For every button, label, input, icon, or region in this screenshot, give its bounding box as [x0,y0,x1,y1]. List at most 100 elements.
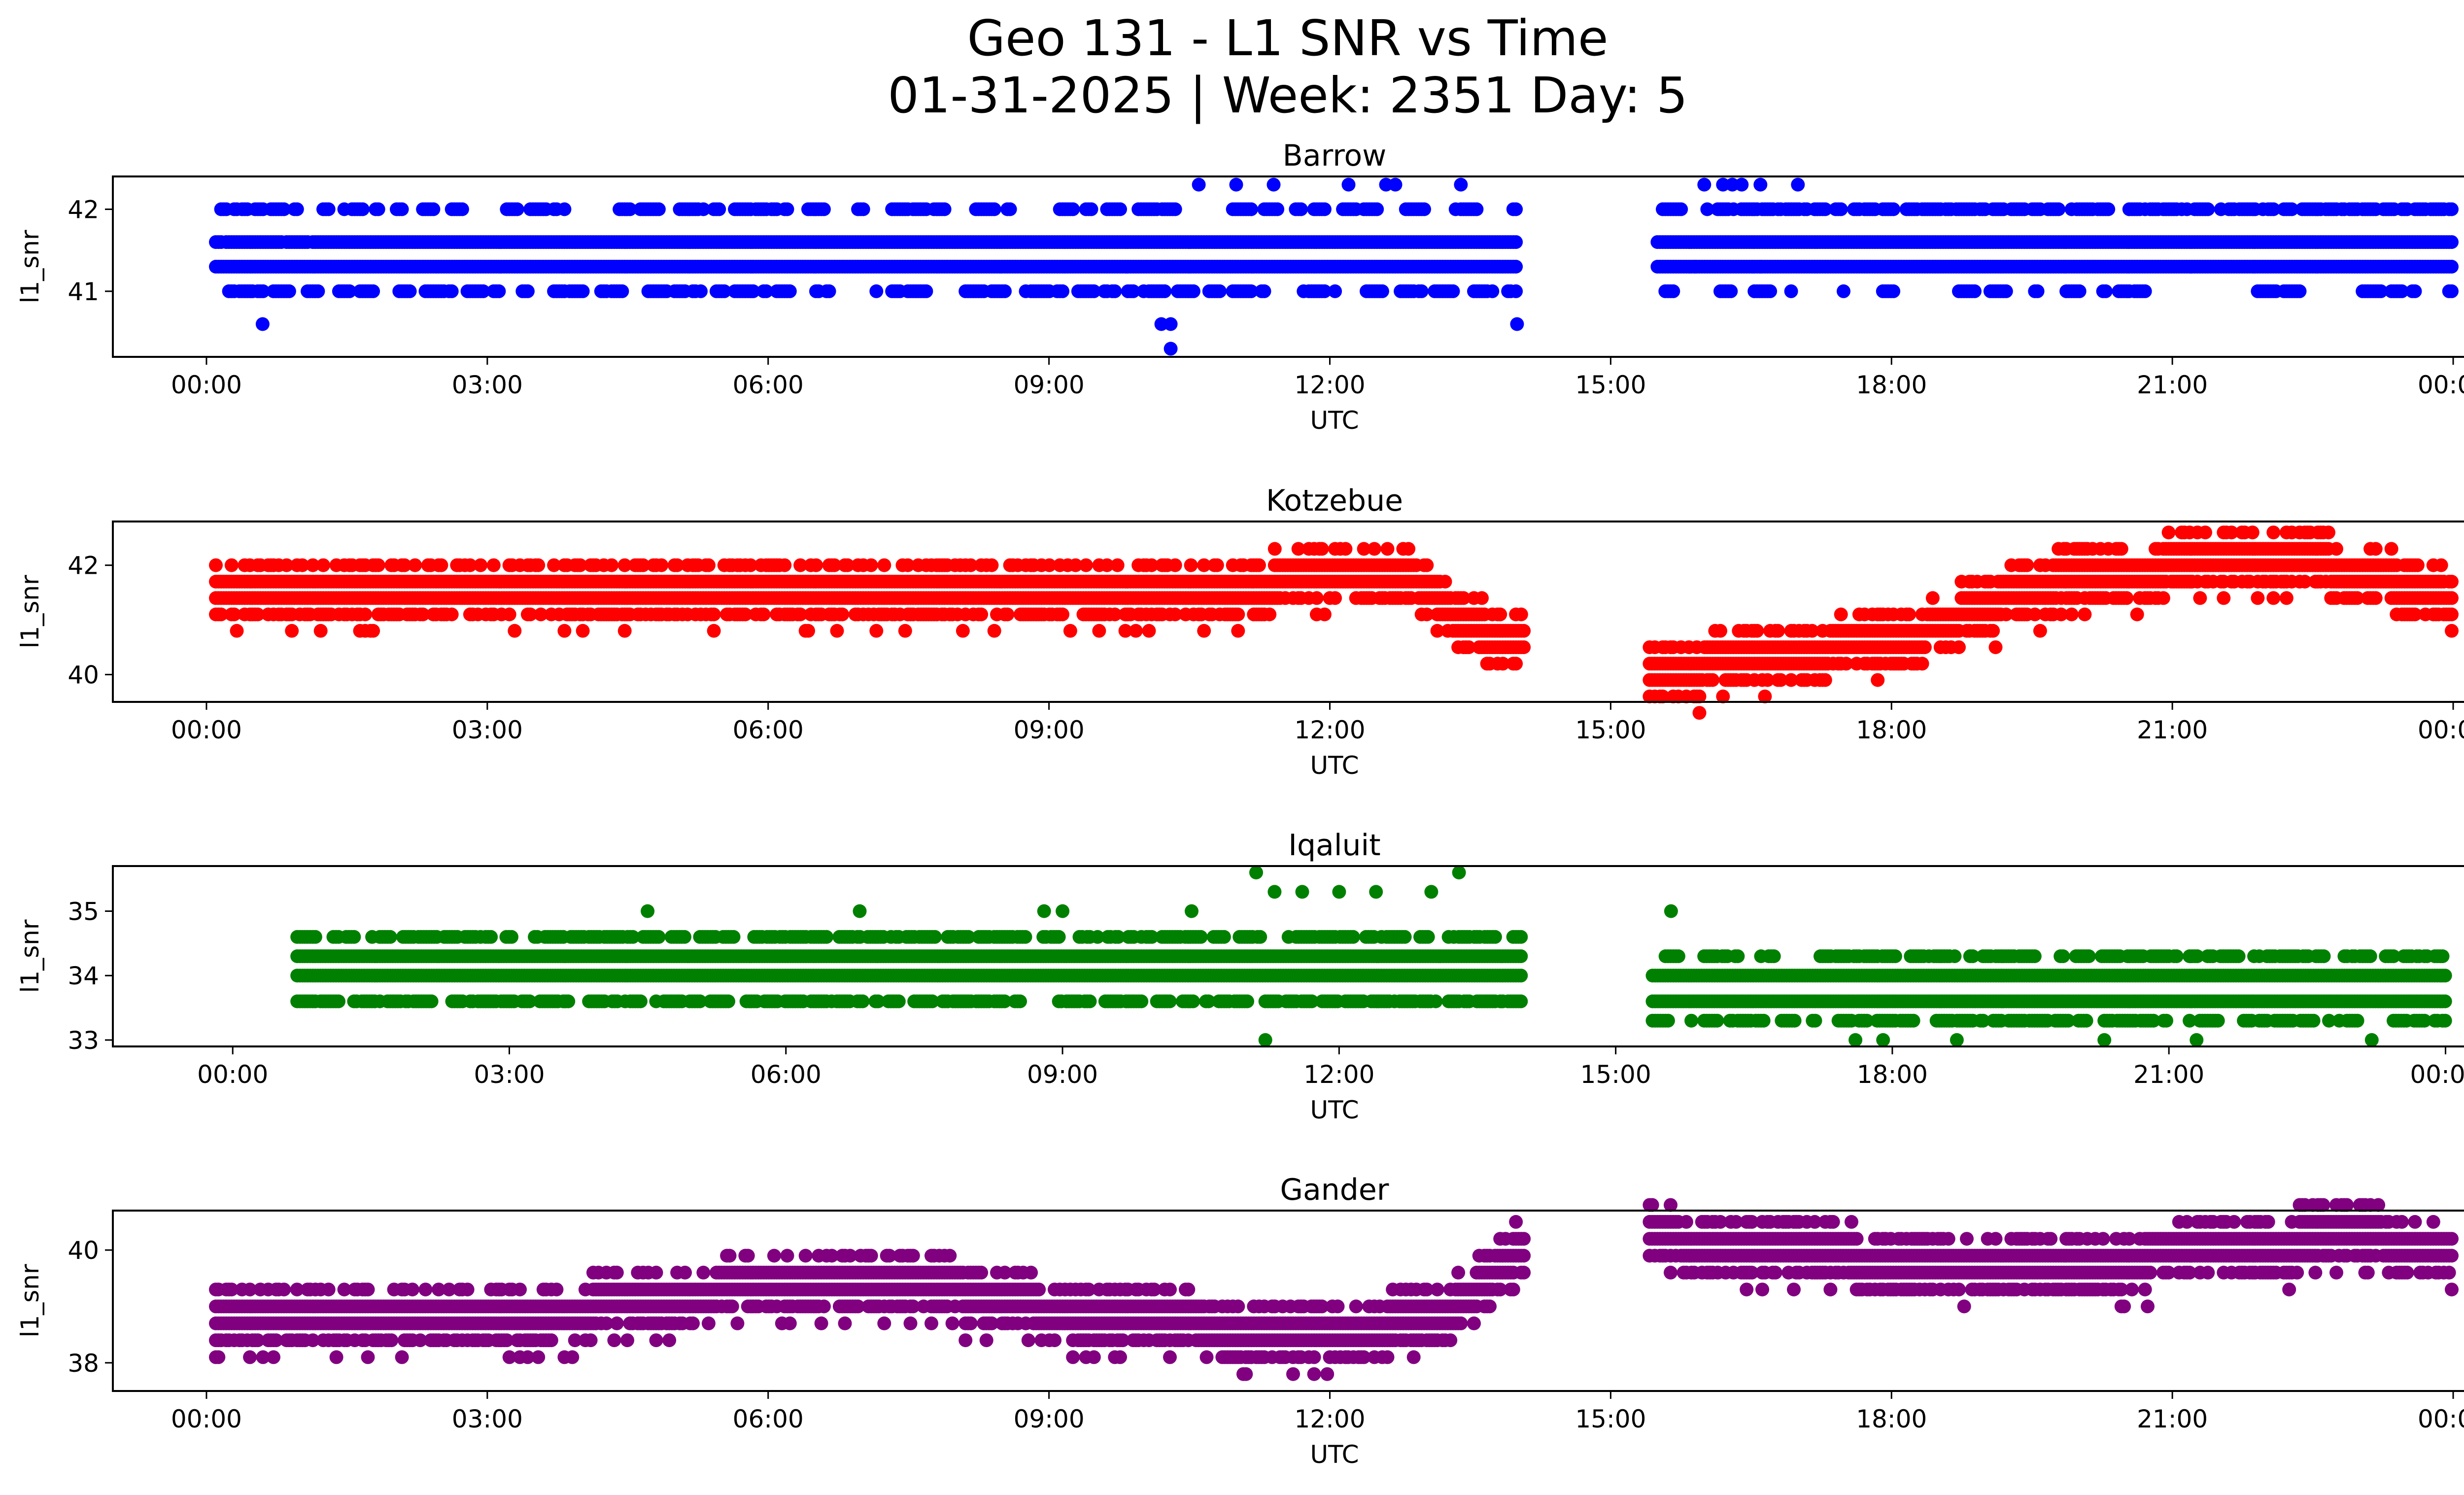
data-point [1925,591,1940,605]
data-point [1079,558,1093,572]
data-point [1509,235,1523,249]
data-point [1164,317,1178,331]
data-point [1834,202,1848,216]
x-tick-label: 18:00 [1856,371,1927,399]
figure-title-line1: Geo 131 - L1 SNR vs Time [967,9,1608,67]
y-tick-label: 42 [68,552,99,580]
data-point [321,202,336,216]
y-tick-label: 42 [68,196,99,224]
data-point [1784,284,1798,298]
data-point [1510,317,1524,331]
data-point [1420,558,1434,572]
data-point [256,284,270,298]
data-point [2251,591,2265,605]
data-point [974,607,989,622]
data-point [1317,607,1332,622]
data-point [557,202,572,216]
x-tick-label: 15:00 [1575,716,1646,744]
data-point [1688,260,1702,274]
x-axis-label: UTC [1310,406,1359,435]
data-point [2279,591,2293,605]
data-point [1414,284,1429,298]
data-point [313,624,328,638]
data-point [1092,624,1106,638]
data-point [1087,284,1101,298]
data-point [1266,177,1281,192]
data-point [1380,542,1395,556]
data-point [1886,284,1901,298]
x-tick-label: 00:00 [171,716,242,744]
data-point [1470,202,1484,216]
data-point [898,624,912,638]
data-point [1986,624,2000,638]
data-point [707,607,721,622]
data-point [1129,624,1143,638]
data-point [1063,624,1077,638]
x-tick-label: 00:00 [171,371,242,399]
x-tick-label: 12:00 [1294,371,1365,399]
data-point [1210,558,1224,572]
data-points [209,177,2459,356]
data-point [445,607,459,622]
data-point [605,558,619,572]
data-point [2445,284,2459,298]
data-point [2445,235,2459,249]
y-axis-label: l1_snr [16,575,44,648]
data-point [1003,202,1017,216]
data-point [1697,177,1711,192]
data-point [1493,607,1507,622]
data-point [282,284,296,298]
data-point [1915,657,1929,671]
data-point [1475,591,1489,605]
data-point [224,558,239,572]
data-point [2217,591,2231,605]
data-point [2293,284,2307,298]
data-point [1231,607,1245,622]
data-point [2445,575,2459,589]
data-point [1110,558,1125,572]
data-point [2130,607,2144,622]
data-point [1917,640,1932,655]
x-tick-label: 00:00 [2418,371,2464,399]
data-point [1771,624,1785,638]
data-point [2033,624,2047,638]
x-tick-label: 00:00 [2418,716,2464,744]
data-point [1056,607,1069,622]
data-point [1706,673,1720,687]
data-point [1056,284,1069,298]
x-tick-label: 06:00 [733,716,804,744]
data-point [371,558,385,572]
data-point [371,202,385,216]
data-point [817,202,831,216]
data-point [2064,607,2079,622]
data-point [2329,542,2343,556]
data-point [2161,525,2176,540]
data-point [1168,558,1182,572]
data-point [1213,284,1227,298]
data-point [476,284,490,298]
data-point [255,317,270,331]
data-point [474,558,488,572]
data-point [651,202,666,216]
data-point [2445,260,2459,274]
data-point [919,284,933,298]
data-point [2368,591,2383,605]
data-point [2138,284,2152,298]
data-point [1750,624,1764,638]
data-point [1674,202,1688,216]
data-point [1375,284,1389,298]
data-point [403,284,417,298]
data-point [759,284,773,298]
data-point [998,284,1012,298]
data-point [2120,591,2134,605]
data-point [1417,202,1431,216]
data-point [2030,284,2045,298]
data-point [780,202,794,216]
data-point [1763,284,1778,298]
data-point [1244,202,1258,216]
data-point [1517,624,1531,638]
data-point [1328,284,1342,298]
